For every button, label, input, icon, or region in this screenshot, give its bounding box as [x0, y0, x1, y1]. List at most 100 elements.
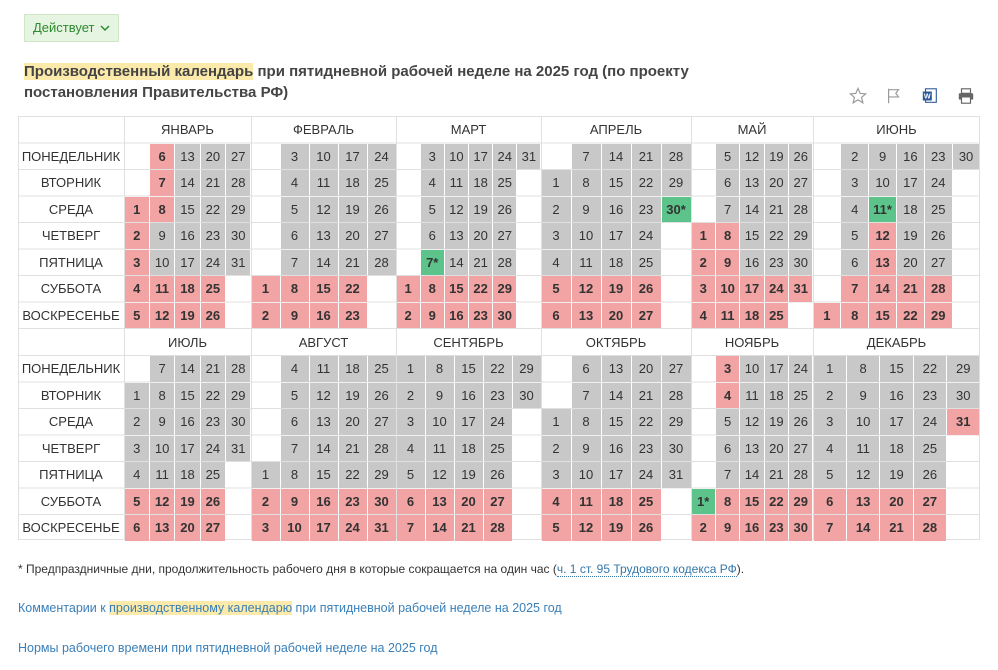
holiday-day: 24 [764, 276, 789, 302]
holiday-day: 28 [483, 515, 512, 541]
holiday-day: 29 [924, 302, 952, 328]
workday: 17 [454, 409, 483, 435]
holiday-day: 22 [338, 276, 367, 302]
workday: 21 [764, 196, 789, 222]
workday: 5 [715, 143, 740, 169]
workday: 22 [200, 196, 226, 222]
workday: 16 [175, 223, 200, 249]
workday: 8 [571, 170, 601, 196]
holiday-day: 1 [396, 276, 420, 302]
holiday-day: 9 [420, 302, 444, 328]
holiday-day: 25 [631, 488, 661, 514]
workday: 10 [444, 143, 468, 169]
workday: 29 [661, 170, 691, 196]
workday: 19 [764, 409, 789, 435]
export-word-button[interactable]: W [920, 86, 940, 106]
holiday-day: 9 [715, 515, 740, 541]
holiday-day: 5 [124, 302, 149, 328]
holiday-day: 19 [175, 488, 200, 514]
comments-link[interactable]: Комментарии к производственному календар… [18, 601, 562, 615]
workday: 15 [175, 382, 200, 408]
workday: 21 [469, 249, 493, 275]
workday: 17 [338, 143, 367, 169]
workday: 14 [740, 196, 764, 222]
workday: 5 [813, 462, 846, 488]
workday: 13 [175, 143, 200, 169]
workday: 6 [715, 435, 740, 461]
holiday-day: 18 [740, 302, 764, 328]
workday: 6 [841, 249, 869, 275]
holiday-day: 14 [846, 515, 880, 541]
workday: 18 [175, 462, 200, 488]
bookmark-button[interactable] [884, 86, 904, 106]
workday: 7 [571, 382, 601, 408]
holiday-day: 8 [715, 223, 740, 249]
workday: 3 [841, 170, 869, 196]
holiday-day: 18 [601, 488, 631, 514]
status-dropdown[interactable]: Действует [24, 14, 120, 42]
workday: 19 [454, 462, 483, 488]
labor-code-link[interactable]: ч. 1 ст. 95 Трудового кодекса РФ [556, 562, 737, 577]
workday: 18 [897, 196, 924, 222]
workday: 21 [631, 143, 661, 169]
workday: 19 [897, 223, 924, 249]
weekday-label: СУББОТА [40, 493, 102, 509]
norms-link[interactable]: Нормы рабочего времени при пятидневной р… [18, 641, 438, 655]
month-name: ИЮНЬ [876, 122, 917, 137]
month-name: ФЕВРАЛЬ [292, 122, 355, 137]
workday: 5 [715, 409, 740, 435]
holiday-day: 22 [469, 276, 493, 302]
workday: 28 [789, 196, 813, 222]
holiday-day: 21 [897, 276, 924, 302]
footnote-text: * Предпраздничные дни, продолжительность… [18, 562, 557, 576]
workday: 16 [175, 409, 200, 435]
holiday-day: 23 [338, 488, 367, 514]
workday: 31 [517, 143, 541, 169]
flag-icon [888, 88, 900, 104]
month-name: МАРТ [450, 122, 487, 137]
workday: 26 [789, 143, 813, 169]
workday: 6 [420, 223, 444, 249]
workday: 24 [493, 143, 517, 169]
holiday-day: 17 [309, 515, 338, 541]
workday: 23 [200, 223, 226, 249]
workday: 12 [846, 462, 880, 488]
workday: 30 [226, 223, 251, 249]
workday: 7 [280, 435, 309, 461]
workday: 20 [631, 356, 661, 382]
workday: 25 [493, 170, 517, 196]
workday: 9 [425, 382, 454, 408]
holiday-day: 27 [631, 302, 661, 328]
workday: 23 [924, 143, 952, 169]
holiday-day: 26 [200, 488, 226, 514]
holiday-day: 4 [124, 276, 149, 302]
workday: 17 [764, 356, 789, 382]
workday: 24 [200, 249, 226, 275]
weekday-label: СУББОТА [40, 281, 102, 297]
holiday-day: 30 [367, 488, 396, 514]
holiday-day: 6 [396, 488, 425, 514]
holiday-day: 15 [309, 276, 338, 302]
workday: 15 [175, 196, 200, 222]
holiday-day: 9 [715, 249, 740, 275]
holiday-day: 19 [601, 276, 631, 302]
workday: 20 [764, 170, 789, 196]
workday: 10 [846, 409, 880, 435]
workday: 4 [541, 249, 571, 275]
workday: 3 [541, 223, 571, 249]
print-button[interactable] [956, 86, 976, 106]
workday: 13 [601, 356, 631, 382]
holiday-day: 23 [764, 515, 789, 541]
workday: 27 [924, 249, 952, 275]
workday: 20 [469, 223, 493, 249]
workday: 2 [813, 382, 846, 408]
favorite-button[interactable] [848, 86, 868, 106]
workday: 23 [631, 435, 661, 461]
workday: 8 [149, 382, 175, 408]
holiday-day: 7 [396, 515, 425, 541]
footnote: * Предпраздничные дни, продолжительность… [18, 562, 744, 577]
workday: 8 [571, 409, 601, 435]
holiday-day: 11 [149, 276, 175, 302]
workday: 10 [571, 462, 601, 488]
workday: 7 [715, 462, 740, 488]
